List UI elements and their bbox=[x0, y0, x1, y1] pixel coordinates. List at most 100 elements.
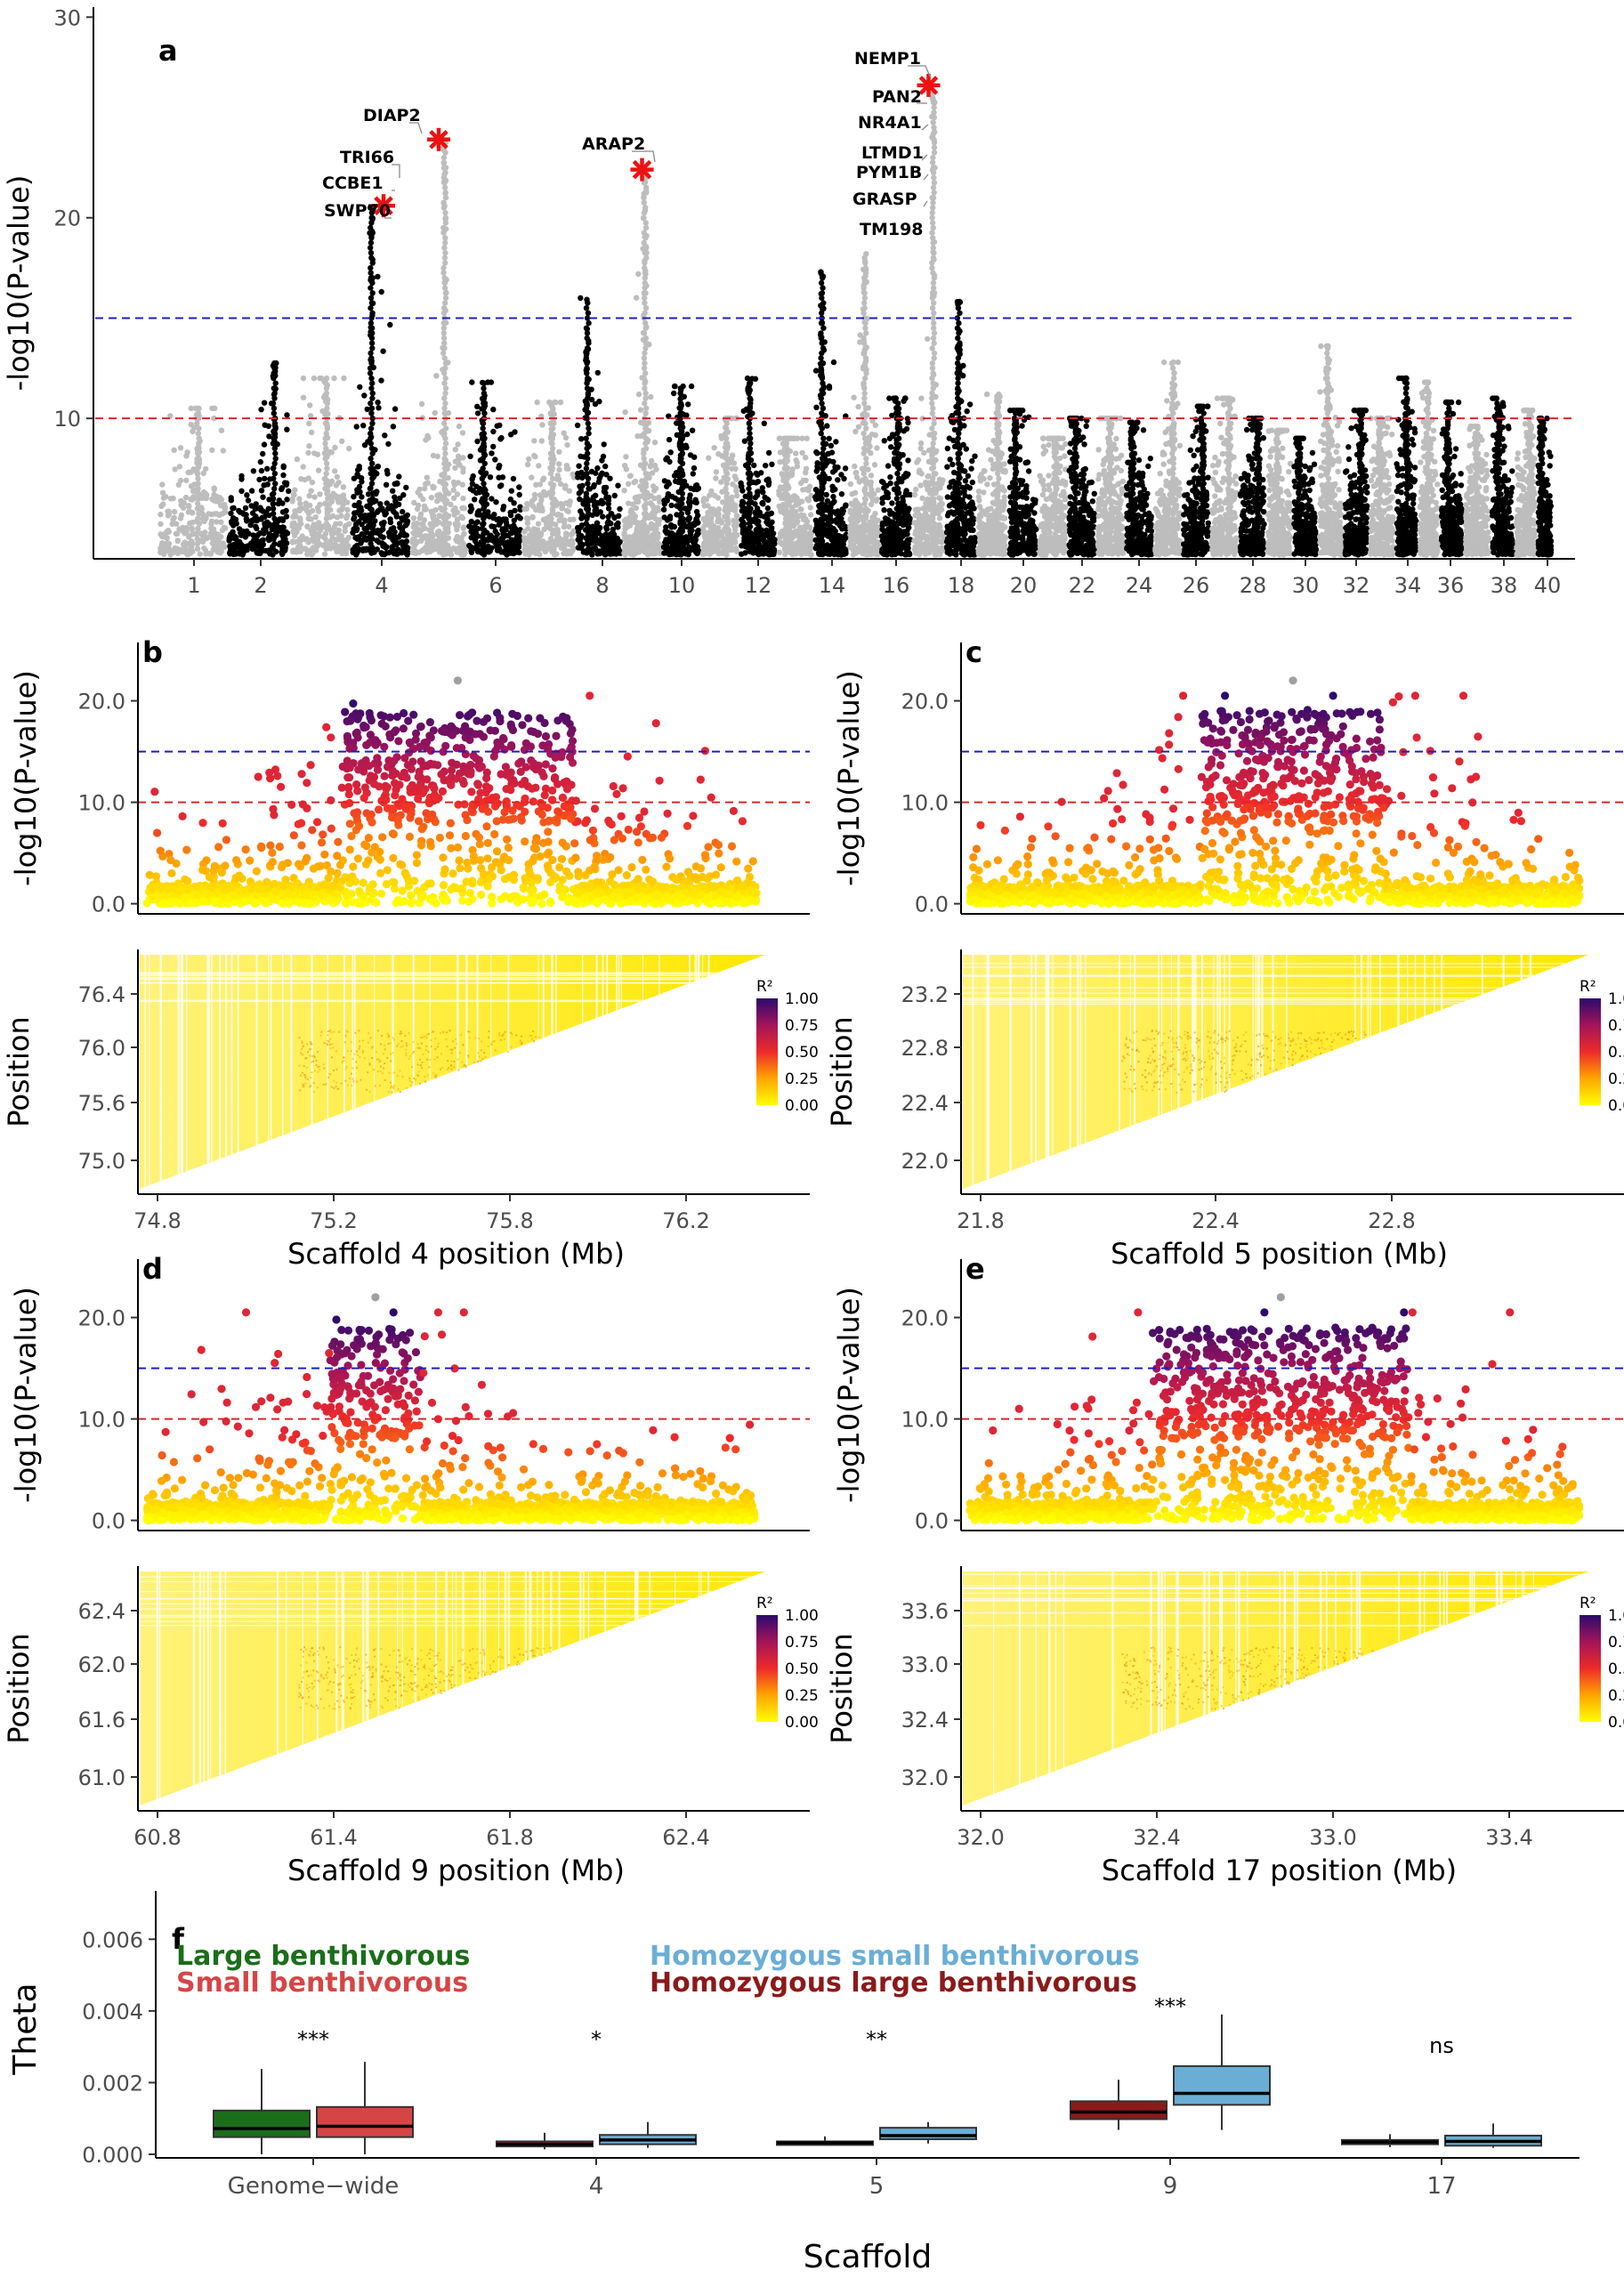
data-point bbox=[303, 536, 310, 542]
data-point bbox=[584, 460, 590, 467]
data-point bbox=[818, 279, 825, 287]
data-point bbox=[368, 254, 375, 261]
data-point bbox=[547, 456, 554, 462]
data-point bbox=[489, 523, 495, 529]
data-point bbox=[904, 537, 910, 544]
data-point bbox=[566, 523, 572, 530]
data-point bbox=[549, 460, 555, 467]
data-point bbox=[642, 440, 649, 447]
data-point bbox=[306, 493, 312, 499]
data-point bbox=[583, 405, 590, 412]
data-point bbox=[274, 441, 280, 448]
data-point bbox=[894, 425, 901, 432]
data-point bbox=[440, 530, 447, 537]
data-point bbox=[368, 275, 375, 281]
data-point bbox=[442, 209, 448, 216]
data-point bbox=[323, 471, 329, 477]
data-point bbox=[340, 484, 347, 490]
data-point bbox=[642, 490, 648, 497]
data-point bbox=[354, 549, 360, 555]
data-point bbox=[679, 526, 685, 532]
data-point bbox=[894, 490, 901, 497]
data-point bbox=[820, 445, 827, 452]
data-point bbox=[279, 524, 286, 530]
data-point bbox=[418, 521, 424, 528]
data-point bbox=[497, 518, 503, 524]
data-point bbox=[747, 425, 753, 432]
data-point bbox=[739, 526, 747, 532]
data-point bbox=[305, 449, 311, 456]
data-point bbox=[649, 457, 655, 464]
data-point bbox=[724, 511, 731, 517]
data-point bbox=[745, 456, 752, 462]
data-point bbox=[392, 529, 398, 536]
data-point bbox=[819, 410, 825, 416]
data-point bbox=[913, 486, 919, 493]
data-point bbox=[184, 449, 190, 456]
scaffold-3-points bbox=[289, 375, 352, 558]
data-point bbox=[377, 501, 384, 507]
data-point bbox=[862, 270, 869, 276]
data-point bbox=[539, 422, 545, 428]
data-point bbox=[252, 505, 258, 512]
data-point bbox=[312, 514, 319, 521]
data-point bbox=[458, 535, 465, 541]
data-point bbox=[283, 540, 290, 546]
data-point bbox=[641, 450, 647, 456]
data-point bbox=[677, 465, 683, 472]
data-point bbox=[578, 453, 584, 459]
data-point bbox=[894, 445, 901, 452]
data-point bbox=[642, 224, 650, 231]
data-point bbox=[526, 456, 532, 463]
data-point bbox=[380, 534, 386, 541]
data-point bbox=[450, 487, 456, 493]
data-point bbox=[230, 535, 238, 542]
data-point bbox=[266, 537, 272, 544]
data-point bbox=[368, 540, 374, 547]
data-point bbox=[621, 529, 627, 537]
data-point bbox=[440, 350, 447, 357]
data-point bbox=[627, 473, 634, 479]
data-point bbox=[174, 530, 181, 537]
data-point bbox=[214, 519, 220, 525]
data-point bbox=[783, 540, 789, 547]
data-point bbox=[641, 430, 648, 437]
data-point bbox=[480, 420, 487, 426]
data-point bbox=[414, 526, 420, 532]
data-point bbox=[818, 536, 825, 542]
data-point bbox=[592, 400, 599, 408]
data-point bbox=[271, 460, 278, 467]
data-point bbox=[230, 515, 237, 521]
data-point bbox=[776, 491, 782, 497]
data-point bbox=[703, 519, 709, 525]
data-point bbox=[642, 370, 649, 376]
data-point bbox=[180, 505, 187, 511]
data-point bbox=[354, 542, 360, 549]
data-point bbox=[265, 423, 271, 429]
data-point bbox=[332, 444, 338, 451]
data-point bbox=[368, 375, 375, 382]
data-point bbox=[784, 456, 790, 462]
data-point bbox=[550, 425, 556, 432]
data-point bbox=[642, 481, 650, 487]
data-point bbox=[196, 496, 202, 502]
data-point bbox=[440, 515, 448, 522]
data-point bbox=[870, 491, 877, 497]
data-point bbox=[838, 491, 845, 497]
data-point bbox=[688, 383, 695, 390]
data-point bbox=[253, 523, 259, 529]
data-point bbox=[642, 264, 648, 271]
data-point bbox=[383, 545, 389, 551]
data-point bbox=[208, 525, 214, 531]
data-point bbox=[829, 469, 836, 475]
data-point bbox=[723, 435, 730, 441]
data-point bbox=[615, 482, 621, 489]
data-point bbox=[819, 505, 826, 512]
data-point bbox=[375, 273, 381, 280]
data-point bbox=[842, 465, 849, 472]
data-point bbox=[390, 488, 396, 494]
data-point bbox=[183, 477, 190, 484]
data-point bbox=[641, 230, 647, 236]
data-point bbox=[782, 515, 789, 522]
